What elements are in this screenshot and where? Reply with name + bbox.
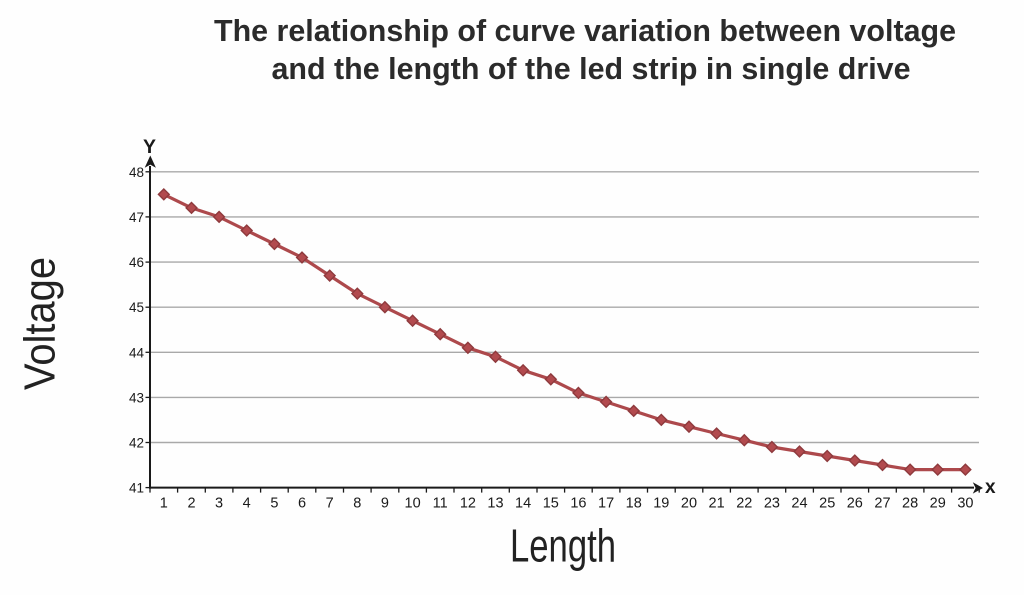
svg-text:16: 16 (570, 496, 586, 512)
svg-text:20: 20 (681, 496, 697, 512)
svg-text:46: 46 (129, 255, 144, 270)
svg-text:6: 6 (298, 496, 306, 512)
svg-text:26: 26 (847, 496, 863, 512)
svg-text:43: 43 (129, 390, 144, 405)
svg-text:12: 12 (460, 496, 476, 512)
svg-text:45: 45 (129, 300, 144, 315)
svg-text:Length: Length (510, 520, 616, 572)
svg-text:24: 24 (791, 496, 807, 512)
svg-text:19: 19 (653, 496, 669, 512)
svg-text:23: 23 (764, 496, 780, 512)
svg-text:Y: Y (143, 136, 156, 158)
svg-text:44: 44 (129, 345, 145, 360)
svg-text:10: 10 (405, 496, 421, 512)
svg-text:11: 11 (433, 496, 448, 512)
svg-text:5: 5 (270, 496, 278, 512)
svg-text:25: 25 (819, 496, 835, 512)
svg-text:27: 27 (874, 496, 890, 512)
svg-text:x: x (985, 477, 996, 498)
svg-text:13: 13 (487, 496, 503, 512)
svg-text:21: 21 (709, 496, 725, 512)
svg-text:8: 8 (353, 496, 361, 512)
svg-text:41: 41 (129, 481, 144, 496)
svg-text:3: 3 (215, 496, 223, 512)
svg-text:4: 4 (243, 496, 251, 512)
svg-text:14: 14 (515, 496, 531, 512)
svg-text:48: 48 (129, 165, 144, 180)
svg-text:29: 29 (930, 496, 946, 512)
svg-text:9: 9 (381, 496, 389, 512)
svg-text:47: 47 (129, 210, 144, 225)
svg-text:30: 30 (957, 496, 973, 512)
svg-text:28: 28 (902, 496, 918, 512)
svg-text:42: 42 (129, 436, 144, 451)
svg-text:17: 17 (598, 496, 614, 512)
svg-text:and the length of the led stri: and the length of the led strip in singl… (272, 51, 911, 86)
svg-text:Voltage: Voltage (16, 257, 65, 390)
svg-text:15: 15 (543, 496, 559, 512)
svg-text:The relationship of curve vari: The relationship of curve variation betw… (214, 13, 956, 48)
svg-text:2: 2 (187, 496, 195, 512)
svg-text:18: 18 (626, 496, 642, 512)
svg-text:22: 22 (736, 496, 752, 512)
svg-text:1: 1 (160, 496, 168, 512)
svg-text:7: 7 (326, 496, 334, 512)
